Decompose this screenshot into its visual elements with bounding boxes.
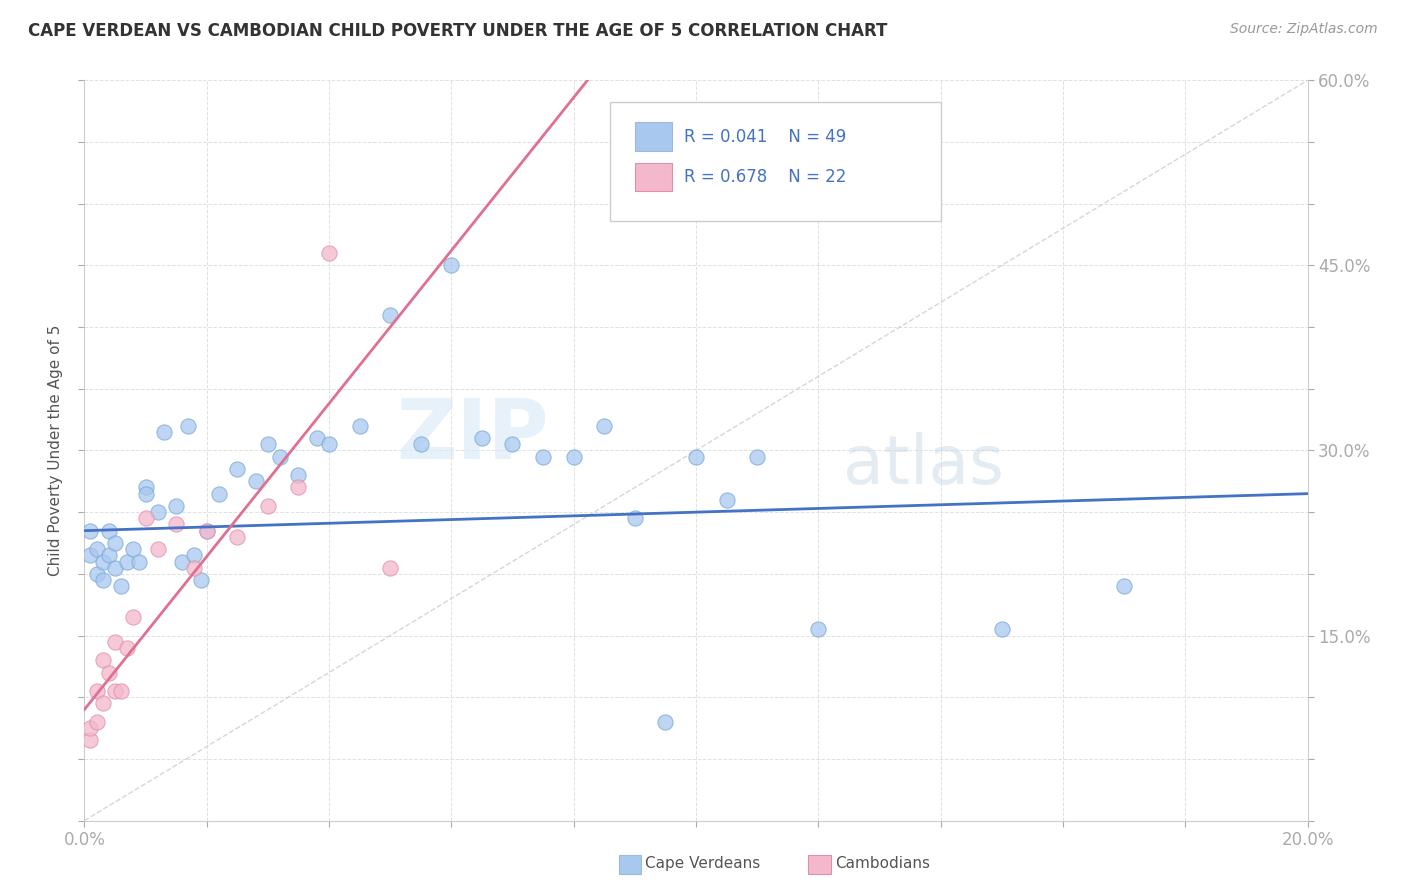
Point — [79, 549, 101, 563]
Point — [380, 308, 402, 322]
Point — [122, 542, 145, 557]
Text: ZIP: ZIP — [396, 395, 550, 476]
Point — [502, 437, 524, 451]
Point — [79, 733, 101, 747]
Point — [115, 555, 138, 569]
Point — [135, 481, 157, 495]
Point — [135, 511, 157, 525]
Point — [318, 437, 340, 451]
Point — [91, 697, 114, 711]
Point — [104, 634, 127, 648]
Point — [97, 665, 120, 680]
Point — [165, 499, 187, 513]
Text: CAPE VERDEAN VS CAMBODIAN CHILD POVERTY UNDER THE AGE OF 5 CORRELATION CHART: CAPE VERDEAN VS CAMBODIAN CHILD POVERTY … — [28, 22, 887, 40]
Point — [349, 418, 371, 433]
Point — [135, 486, 157, 500]
Point — [807, 623, 830, 637]
Point — [624, 511, 647, 525]
Point — [86, 542, 108, 557]
Point — [654, 714, 676, 729]
Text: Cape Verdeans: Cape Verdeans — [645, 856, 761, 871]
Point — [195, 524, 218, 538]
FancyBboxPatch shape — [636, 163, 672, 192]
Point — [409, 437, 432, 451]
Point — [991, 623, 1014, 637]
Point — [245, 475, 267, 489]
Point — [110, 684, 132, 698]
Point — [593, 418, 616, 433]
Text: atlas: atlas — [842, 433, 1004, 499]
Point — [531, 450, 554, 464]
Point — [86, 566, 108, 581]
Point — [183, 560, 205, 574]
Point — [172, 555, 194, 569]
Point — [91, 555, 114, 569]
Point — [440, 259, 463, 273]
Point — [110, 579, 132, 593]
Point — [104, 560, 127, 574]
Point — [79, 721, 101, 735]
Point — [104, 536, 127, 550]
FancyBboxPatch shape — [636, 122, 672, 151]
Point — [190, 573, 212, 587]
Point — [91, 653, 114, 667]
Point — [226, 462, 249, 476]
Point — [747, 450, 769, 464]
Point — [685, 450, 707, 464]
Point — [287, 468, 309, 483]
Point — [471, 431, 494, 445]
Text: Source: ZipAtlas.com: Source: ZipAtlas.com — [1230, 22, 1378, 37]
Point — [86, 714, 108, 729]
FancyBboxPatch shape — [610, 103, 941, 221]
Point — [97, 524, 120, 538]
Point — [716, 492, 738, 507]
Point — [269, 450, 291, 464]
Point — [1114, 579, 1136, 593]
Point — [257, 499, 280, 513]
Text: R = 0.678    N = 22: R = 0.678 N = 22 — [683, 169, 846, 186]
Point — [122, 610, 145, 624]
Text: R = 0.041    N = 49: R = 0.041 N = 49 — [683, 128, 846, 145]
Point — [86, 684, 108, 698]
Point — [115, 640, 138, 655]
Point — [318, 246, 340, 260]
Text: Cambodians: Cambodians — [835, 856, 931, 871]
Point — [128, 555, 150, 569]
Y-axis label: Child Poverty Under the Age of 5: Child Poverty Under the Age of 5 — [48, 325, 63, 576]
Point — [91, 573, 114, 587]
Point — [380, 560, 402, 574]
Point — [153, 425, 176, 439]
Point — [165, 517, 187, 532]
Point — [195, 524, 218, 538]
Point — [79, 524, 101, 538]
Point — [562, 450, 585, 464]
Point — [305, 431, 328, 445]
Point — [287, 481, 309, 495]
Point — [208, 486, 231, 500]
Point — [183, 549, 205, 563]
Point — [146, 505, 169, 519]
Point — [226, 530, 249, 544]
Point — [177, 418, 200, 433]
Point — [97, 549, 120, 563]
Point — [146, 542, 169, 557]
Point — [257, 437, 280, 451]
Point — [104, 684, 127, 698]
